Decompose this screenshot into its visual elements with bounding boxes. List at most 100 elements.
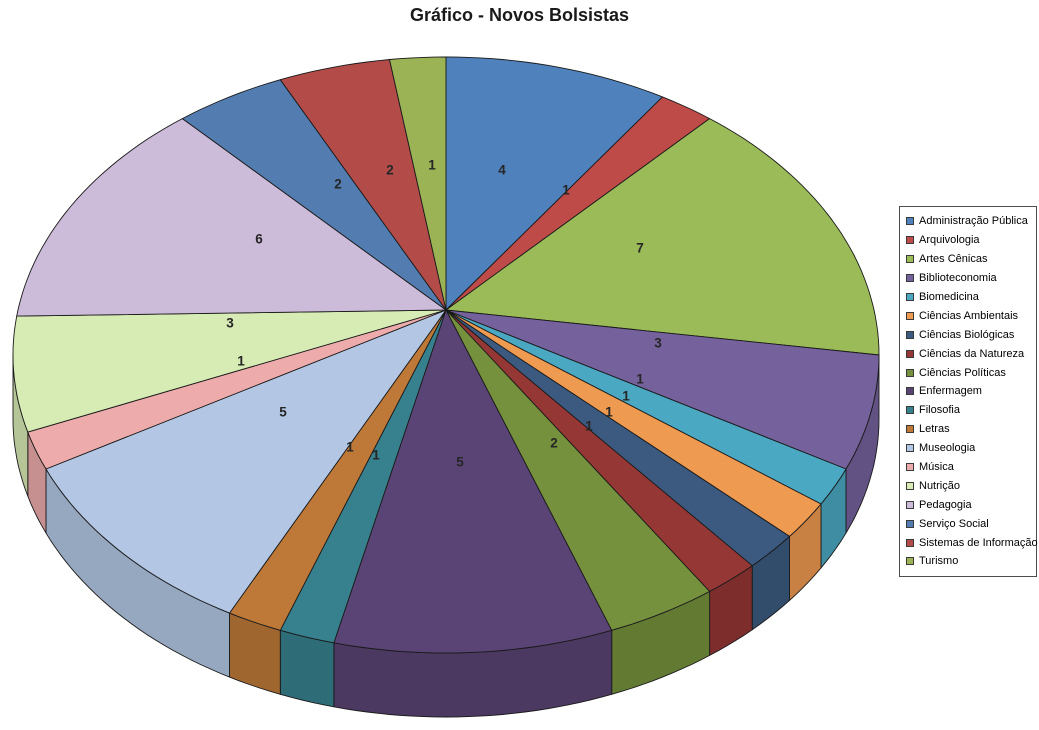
legend-swatch <box>906 330 914 339</box>
pie-slice-administracao-publica[interactable] <box>445 56 663 311</box>
legend-swatch <box>906 349 914 358</box>
legend-label: Enfermagem <box>919 385 982 398</box>
data-label-biblioteconomia: 3 <box>654 336 662 351</box>
legend-label: Biomedicina <box>919 291 979 303</box>
pie-slice-ciencias-politicas[interactable] <box>445 309 711 631</box>
data-label-filosofia: 1 <box>372 448 380 463</box>
legend-swatch <box>906 236 914 245</box>
legend-label: Sistemas de Informação <box>919 536 1038 549</box>
chart-title: Gráfico - Novos Bolsistas <box>409 5 630 25</box>
legend-swatch <box>906 463 914 472</box>
legend-item-biblioteconomia[interactable]: Biblioteconomia <box>906 269 1036 288</box>
data-label-ciencias-politicas: 2 <box>550 436 558 451</box>
legend-item-museologia[interactable]: Museologia <box>906 439 1036 458</box>
data-label-pedagogia: 6 <box>255 232 263 247</box>
data-label-ciencias-biologicas: 1 <box>605 405 613 420</box>
pie-slice-filosofia[interactable] <box>279 309 447 644</box>
legend-label: Ciências Políticas <box>919 366 1006 379</box>
pie-slice-pedagogia[interactable] <box>16 118 447 317</box>
legend-item-sistemas-de-informacao[interactable]: Sistemas de Informação <box>906 533 1038 552</box>
data-label-ciencias-da-natureza: 1 <box>585 419 593 434</box>
data-label-musica: 1 <box>237 354 245 369</box>
pie-slice-ciencias-biologicas[interactable] <box>445 309 790 567</box>
legend-item-artes-cenicas[interactable]: Artes Cênicas <box>906 250 1036 269</box>
legend-swatch <box>906 557 914 566</box>
legend-swatch <box>906 274 914 283</box>
pie-slice-biblioteconomia[interactable] <box>445 309 880 470</box>
legend-label: Arquivologia <box>919 234 980 247</box>
data-label-administracao-publica: 4 <box>498 163 506 178</box>
data-label-ciencias-ambientais: 1 <box>622 389 630 404</box>
pie-slice-enfermagem[interactable] <box>333 309 613 654</box>
legend-item-musica[interactable]: Música <box>906 458 1036 477</box>
pie-slice-turismo[interactable] <box>389 56 447 311</box>
legend-swatch <box>906 500 914 509</box>
legend-label: Turismo <box>919 555 959 568</box>
legend-swatch <box>906 255 914 264</box>
legend-item-ciencias-da-natureza[interactable]: Ciências da Natureza <box>906 344 1036 363</box>
legend-item-biomedicina[interactable]: Biomedicina <box>906 288 1036 307</box>
data-label-biomedicina: 1 <box>636 372 644 387</box>
data-label-museologia: 5 <box>279 405 287 420</box>
legend-label: Ciências da Natureza <box>919 347 1025 360</box>
pie-slice-sistemas-de-informacao[interactable] <box>279 59 447 311</box>
pie-slice-nutricao[interactable] <box>12 309 447 433</box>
pie-slice-museologia[interactable] <box>45 309 447 614</box>
legend-label: Nutrição <box>919 479 960 492</box>
data-label-servico-social: 2 <box>334 177 342 192</box>
legend-label: Museologia <box>919 442 976 455</box>
legend-item-ciencias-biologicas[interactable]: Ciências Biológicas <box>906 325 1036 344</box>
legend-label: Pedagogia <box>919 498 972 511</box>
legend-item-filosofia[interactable]: Filosofia <box>906 401 1036 420</box>
legend-item-nutricao[interactable]: Nutrição <box>906 476 1036 495</box>
legend-label: Serviço Social <box>919 517 989 530</box>
data-label-sistemas-de-informacao: 2 <box>386 163 394 178</box>
legend-item-turismo[interactable]: Turismo <box>906 552 1036 571</box>
legend-item-letras[interactable]: Letras <box>906 420 1036 439</box>
legend-swatch <box>906 519 914 528</box>
legend-swatch <box>906 425 914 434</box>
legend-label: Biblioteconomia <box>919 272 997 285</box>
legend-label: Música <box>919 461 954 474</box>
pie-slice-side-filosofia[interactable] <box>279 629 335 708</box>
legend-label: Ciências Biológicas <box>919 328 1015 341</box>
pie-slice-arquivologia[interactable] <box>445 96 711 311</box>
legend-swatch <box>906 293 914 301</box>
legend-item-arquivologia[interactable]: Arquivologia <box>906 231 1036 250</box>
legend-item-enfermagem[interactable]: Enfermagem <box>906 382 1036 401</box>
legend-item-pedagogia[interactable]: Pedagogia <box>906 495 1036 514</box>
legend-swatch <box>906 311 914 320</box>
legend-label: Administração Pública <box>919 215 1028 228</box>
data-label-arquivologia: 1 <box>562 183 570 198</box>
pie-slice-letras[interactable] <box>229 309 447 631</box>
legend-label: Letras <box>919 423 950 436</box>
legend-item-ciencias-ambientais[interactable]: Ciências Ambientais <box>906 306 1036 325</box>
legend-label: Ciências Ambientais <box>919 309 1019 322</box>
pie-slice-servico-social[interactable] <box>181 79 447 311</box>
legend-swatch <box>906 481 914 490</box>
legend-label: Filosofia <box>919 404 960 417</box>
pie-slice-artes-cenicas[interactable] <box>445 118 880 356</box>
pie-slice-ciencias-da-natureza[interactable] <box>445 309 753 592</box>
legend-swatch <box>906 444 914 453</box>
data-label-artes-cenicas: 7 <box>636 241 644 256</box>
data-label-turismo: 1 <box>428 158 436 173</box>
legend-label: Artes Cênicas <box>919 253 988 266</box>
pie-slice-biomedicina[interactable] <box>445 309 847 505</box>
data-label-nutricao: 3 <box>226 316 234 331</box>
legend-swatch <box>906 387 914 396</box>
pie-slice-musica[interactable] <box>27 309 447 470</box>
legend-swatch <box>906 217 914 226</box>
pie-slice-ciencias-ambientais[interactable] <box>445 309 822 537</box>
legend-swatch <box>906 538 914 547</box>
legend-item-administracao-publica[interactable]: Administração Pública <box>906 212 1036 231</box>
legend-swatch <box>906 368 914 377</box>
data-label-enfermagem: 5 <box>456 455 464 470</box>
legend-swatch <box>906 406 914 415</box>
legend-item-ciencias-politicas[interactable]: Ciências Políticas <box>906 363 1036 382</box>
chart-legend: Administração Pública Arquivologia Artes C… <box>899 206 1038 577</box>
legend-item-servico-social[interactable]: Serviço Social <box>906 514 1036 533</box>
data-label-letras: 1 <box>346 440 354 455</box>
